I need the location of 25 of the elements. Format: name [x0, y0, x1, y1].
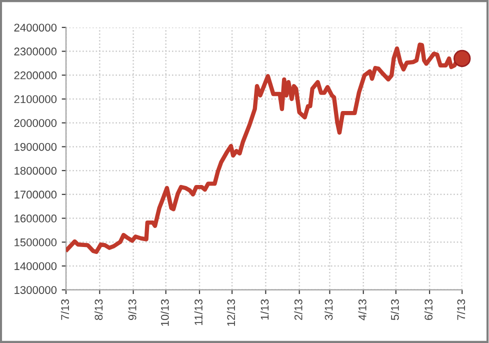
- y-tick-label: 1300000: [14, 286, 57, 294]
- y-tick-label: 1700000: [14, 190, 57, 199]
- y-tick-label: 2000000: [14, 119, 57, 127]
- y-tick-label: 1400000: [14, 262, 57, 270]
- x-tick-label: 8/13: [94, 299, 103, 320]
- x-tick-label: 2/13: [294, 299, 302, 320]
- x-tick-label: 1/13: [260, 299, 269, 320]
- x-tick-label: 11/13: [194, 299, 202, 325]
- x-tick-label: 4/13: [358, 299, 366, 320]
- y-tick-label: 1800000: [14, 166, 57, 175]
- x-tick-label: 12/13: [226, 299, 236, 326]
- y-tick-label: 2100000: [14, 95, 57, 104]
- x-tick-label: 7/13: [60, 299, 69, 320]
- x-tick-label: 9/13: [128, 299, 136, 320]
- y-tick-label: 1500000: [14, 238, 57, 246]
- x-tick-label: 6/13: [424, 299, 433, 320]
- x-tick-label: 7/13: [456, 299, 466, 320]
- y-tick-label: 1900000: [14, 142, 57, 151]
- x-tick-label: 10/13: [160, 299, 169, 326]
- x-tick-label: 3/13: [324, 299, 333, 320]
- x-tick-label: 5/13: [390, 299, 399, 320]
- y-tick-label: 2400000: [14, 24, 57, 32]
- y-tick-label: 1600000: [14, 214, 57, 222]
- y-tick-label: 2200000: [14, 71, 57, 80]
- y-tick-label: 2300000: [14, 48, 57, 56]
